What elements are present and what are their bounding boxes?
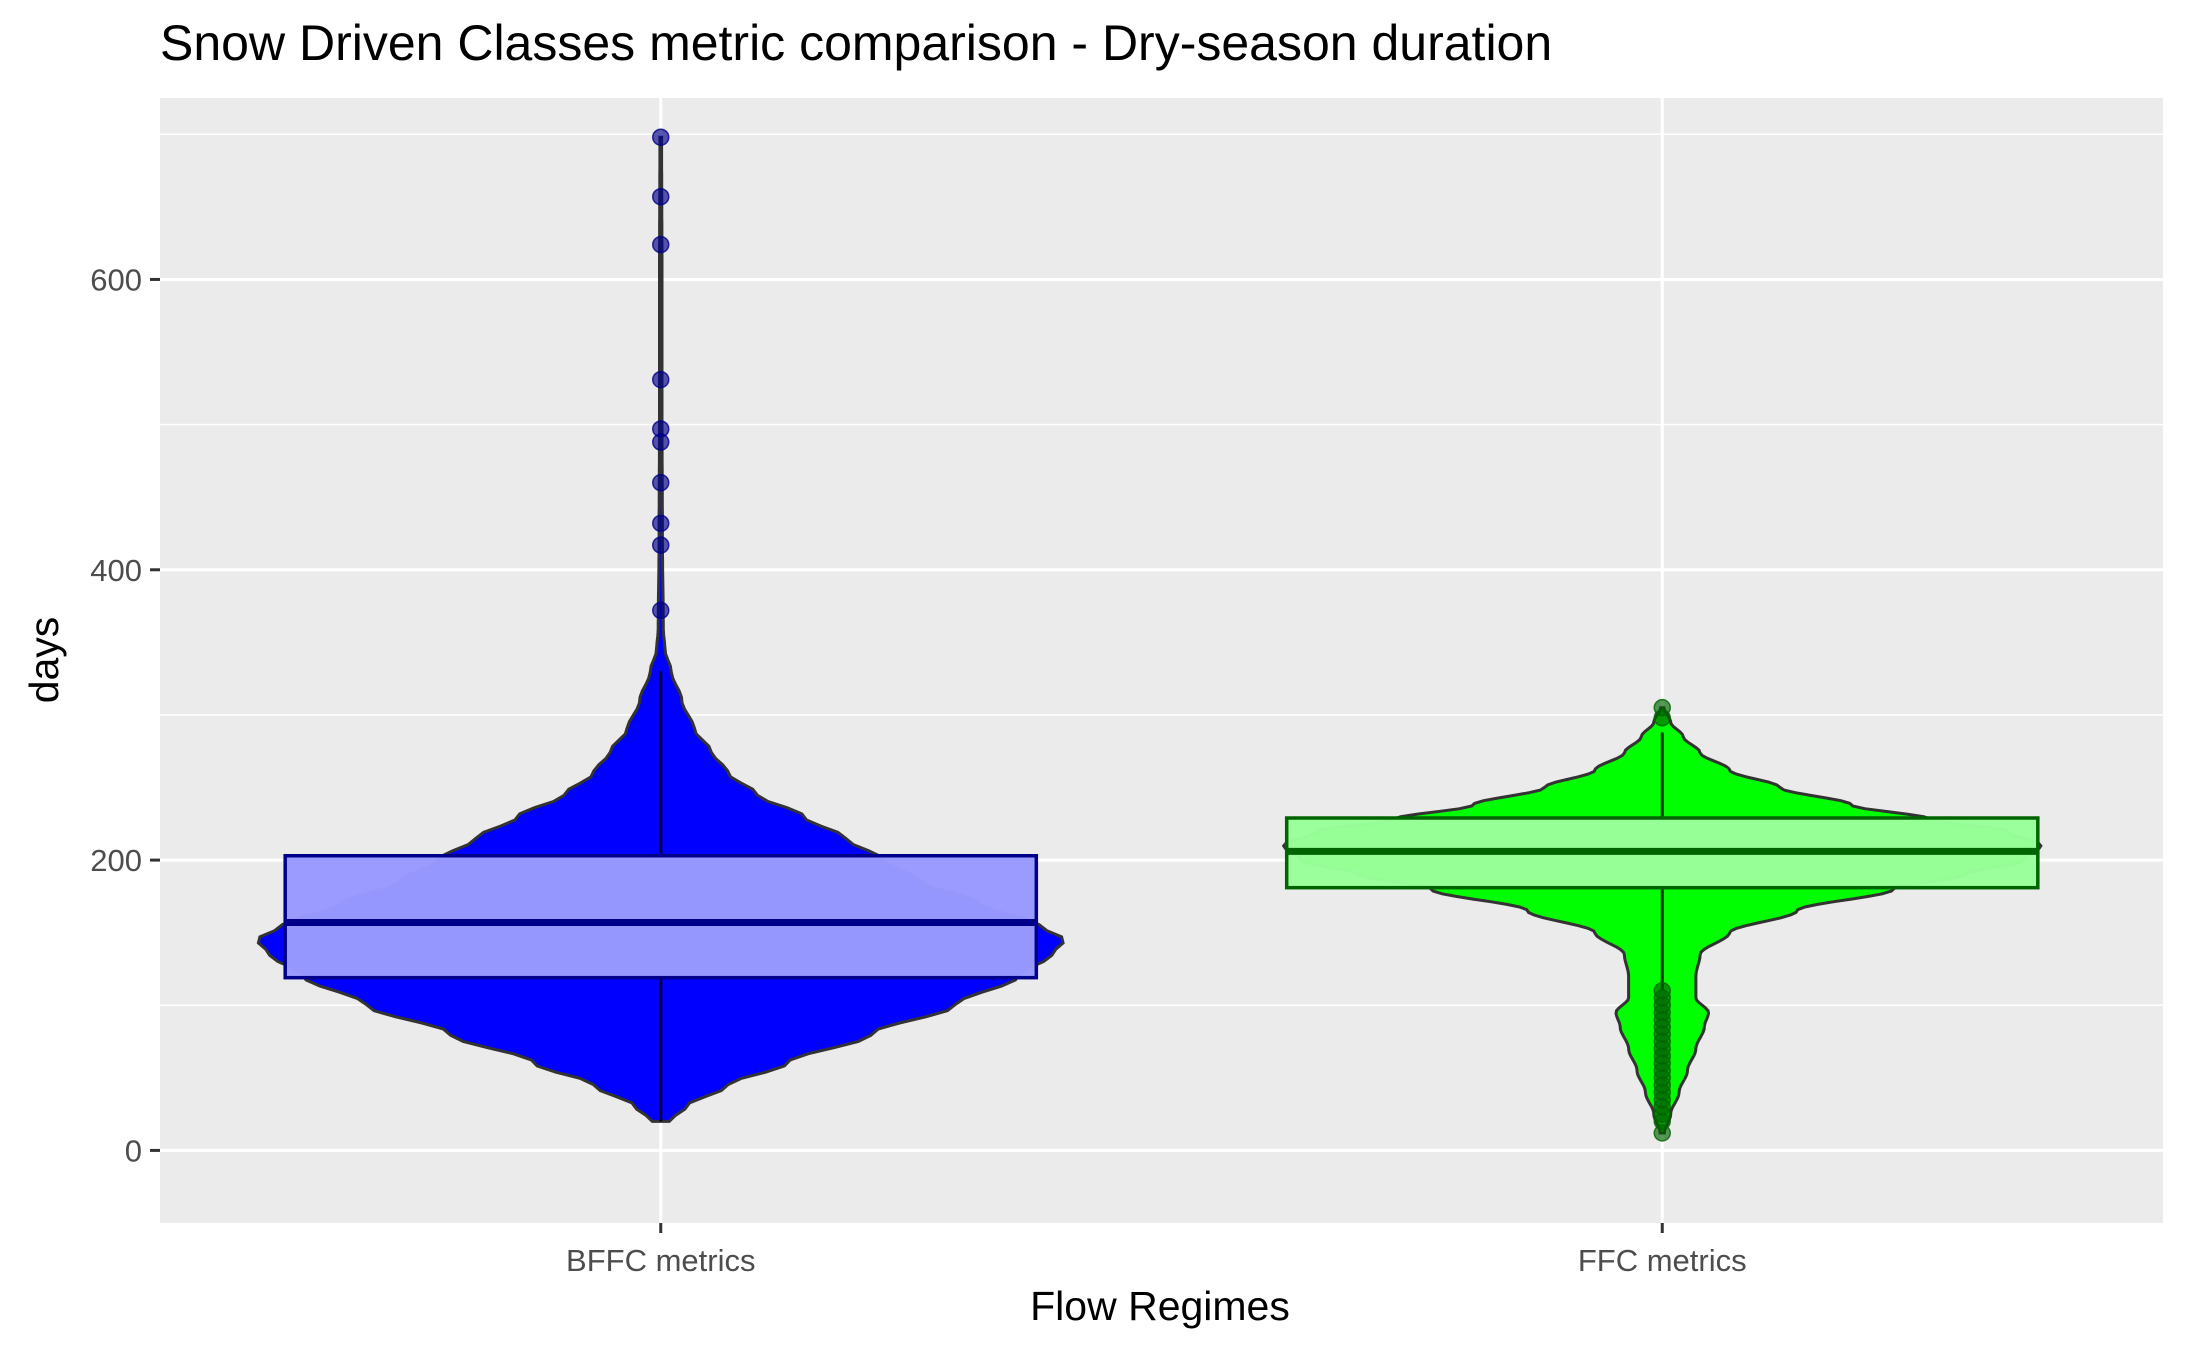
outlier-point	[652, 235, 670, 254]
outlier-point	[652, 128, 670, 146]
y-tick-label: 600	[90, 262, 142, 297]
x-tick-label: FFC metrics	[1578, 1243, 1747, 1278]
y-tick-label: 0	[125, 1133, 142, 1168]
plot-panel	[160, 98, 2163, 1223]
outlier-point	[652, 514, 670, 533]
outlier-point	[652, 536, 670, 554]
outlier-point	[652, 433, 670, 451]
outlier-point	[652, 187, 670, 206]
y-tick-label: 200	[90, 843, 142, 878]
outlier-point	[652, 473, 670, 492]
outlier-point	[652, 601, 670, 620]
x-tick-label: BFFC metrics	[566, 1243, 755, 1278]
y-tick-label: 400	[90, 553, 142, 588]
x-axis-title: Flow Regimes	[1030, 1283, 1290, 1329]
chart-title: Snow Driven Classes metric comparison - …	[160, 15, 1552, 71]
axes: 0 200 400 600 BFFC metrics FFC metrics	[90, 262, 1746, 1278]
violin-group-1	[256, 128, 1065, 1123]
violin-group-2	[1281, 698, 2043, 1142]
series-layer	[256, 128, 2043, 1142]
outlier-point	[652, 370, 670, 389]
y-axis-title: days	[21, 617, 67, 704]
box	[283, 853, 1039, 980]
outlier-point	[1653, 1124, 1671, 1142]
outlier-point	[1653, 709, 1671, 727]
